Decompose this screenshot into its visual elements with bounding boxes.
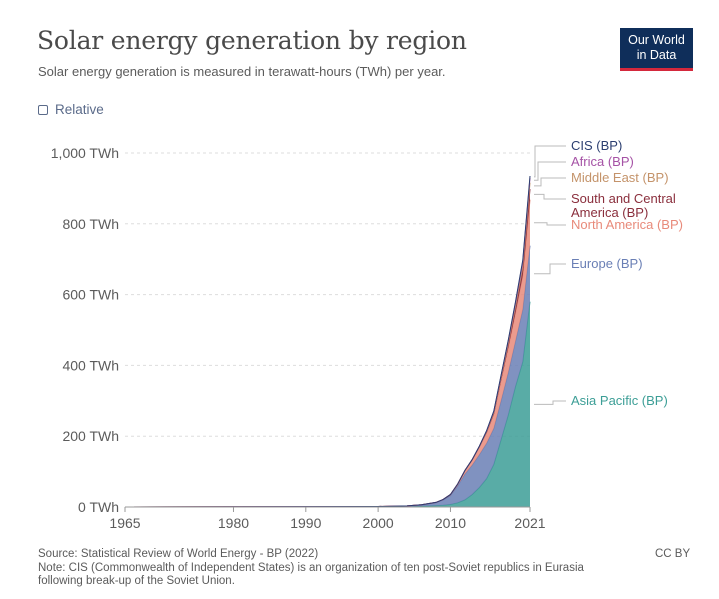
relative-label: Relative: [55, 102, 104, 117]
area-series-4: [125, 182, 530, 507]
chart-title: Solar energy generation by region: [37, 26, 467, 55]
x-tick-label-3: 2000: [363, 515, 394, 531]
footer: Source: Statistical Review of World Ener…: [38, 548, 584, 589]
y-tick-label-1: 200 TWh: [62, 428, 119, 444]
relative-checkbox[interactable]: [38, 104, 48, 115]
legend-label-2: North America (BP): [571, 217, 683, 232]
area-series-0: [125, 301, 530, 507]
legend-connector-3: [534, 193, 566, 200]
x-tick-label-4: 2010: [435, 515, 466, 531]
logo-line-2: in Data: [636, 48, 677, 62]
x-tick-label-5: 2021: [514, 515, 545, 531]
x-tick-label-1: 1980: [218, 515, 249, 531]
series-line-6: [124, 175, 531, 508]
area-series-6: [125, 176, 530, 507]
series-line-2: [124, 199, 531, 508]
source-text: Source: Statistical Review of World Ener…: [38, 548, 319, 560]
y-tick-label-5: 1,000 TWh: [51, 145, 119, 161]
y-tick-label-0: 0 TWh: [78, 499, 119, 515]
legend-connector-5: [534, 161, 566, 181]
legend-connector-4: [534, 177, 566, 187]
legend-label-4: Middle East (BP): [571, 170, 669, 185]
chart-subtitle: Solar energy generation is measured in t…: [38, 64, 446, 79]
owid-logo[interactable]: Our World in Data: [620, 28, 693, 71]
y-tick-label-2: 400 TWh: [62, 357, 119, 373]
legend-connector-0: [534, 400, 566, 405]
y-tick-label-3: 600 TWh: [62, 287, 119, 303]
license-link[interactable]: CC BY: [655, 548, 691, 560]
legend-connector-6: [534, 145, 566, 178]
y-tick-label-4: 800 TWh: [62, 216, 119, 232]
series-line-5: [124, 177, 531, 508]
note-line-1: Note: CIS (Commonwealth of Independent S…: [38, 561, 584, 574]
legend-connector-1: [534, 263, 566, 275]
x-tick-label-0: 1965: [109, 515, 140, 531]
legend-connector-2: [534, 222, 566, 226]
series-line-3: [124, 189, 531, 508]
series-line-4: [124, 182, 531, 508]
x-tick-label-2: 1990: [290, 515, 321, 531]
legend-label-1: Europe (BP): [571, 256, 643, 271]
area-series-5: [125, 177, 530, 508]
legend-label-5: Africa (BP): [571, 154, 634, 169]
legend-label-0: Asia Pacific (BP): [571, 393, 668, 408]
area-series-3: [125, 189, 530, 507]
area-series-2: [125, 199, 530, 507]
legend-label-3-line1: South and Central: [571, 191, 676, 206]
relative-toggle[interactable]: Relative: [38, 102, 104, 117]
logo-line-1: Our World: [628, 33, 685, 47]
legend-label-6: CIS (BP): [571, 138, 622, 153]
note-line-2: following break-up of the Soviet Union.: [38, 575, 235, 587]
legend-label-3-line2: America (BP): [571, 205, 648, 220]
